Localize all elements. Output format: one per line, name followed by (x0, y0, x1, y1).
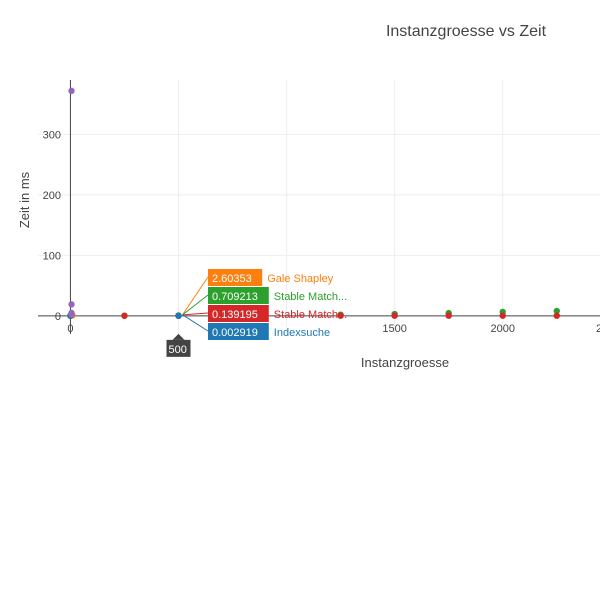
y-tick-label: 200 (43, 190, 61, 202)
hover-series-name: Gale Shapley (267, 273, 334, 285)
data-point-series-3[interactable] (337, 312, 344, 319)
y-tick-label: 300 (43, 129, 61, 141)
data-point-series-2[interactable] (553, 307, 560, 315)
y-tick-label: 0 (55, 311, 61, 323)
hover-series-name: Stable Match... (274, 309, 347, 321)
hover-value: 0.709213 (212, 291, 258, 303)
data-point-series-3[interactable] (391, 312, 398, 319)
hover-pointer-line (182, 314, 209, 332)
data-point-series-3[interactable] (445, 312, 452, 319)
y-axis-title: Zeit in ms (17, 171, 32, 228)
hover-tooltip: 2.60353 Gale Shapley 0.709213 Stable Match.… (166, 269, 347, 357)
data-point-series-5[interactable] (68, 311, 75, 318)
hover-value-box (208, 287, 269, 304)
hover-pointer-line (182, 276, 209, 316)
hover-pointer-line (182, 312, 209, 316)
data-point-series-4[interactable] (175, 312, 182, 320)
grid-lines (38, 80, 600, 334)
y-tick-label: 100 (43, 250, 61, 262)
data-point-series-5[interactable] (68, 301, 75, 308)
hover-value-box (208, 323, 269, 340)
x-axis-title: Instanzgroesse (361, 355, 449, 370)
hover-value: 2.60353 (212, 273, 252, 285)
hover-series-name: Stable Match... (274, 291, 347, 303)
data-point-series-3[interactable] (499, 312, 506, 319)
hover-value-box (208, 269, 263, 286)
hover-x-pointer (172, 333, 185, 340)
hover-value-box (208, 305, 269, 322)
hover-pointer-line (182, 294, 209, 316)
hover-series-name: Indexsuche (274, 327, 330, 339)
hover-value: 0.139195 (212, 309, 258, 321)
data-point-series-5[interactable] (68, 87, 75, 95)
x-tick-label: 0 (67, 323, 73, 335)
tick-labels: 0 1500 2000 2 0 100 200 300 (43, 129, 600, 335)
data-point-series-3[interactable] (121, 312, 128, 319)
x-tick-label: 2000 (490, 323, 514, 335)
data-points[interactable] (67, 87, 560, 320)
hover-x-label: 500 (169, 344, 187, 356)
data-point-series-3[interactable] (553, 312, 560, 319)
hover-x-box (166, 339, 191, 357)
x-tick-label-partial: 2 (596, 323, 600, 335)
x-tick-label: 1500 (382, 323, 406, 335)
hover-value: 0.002919 (212, 327, 258, 339)
chart-title: Instanzgroesse vs Zeit (386, 23, 547, 40)
axes (38, 80, 600, 334)
